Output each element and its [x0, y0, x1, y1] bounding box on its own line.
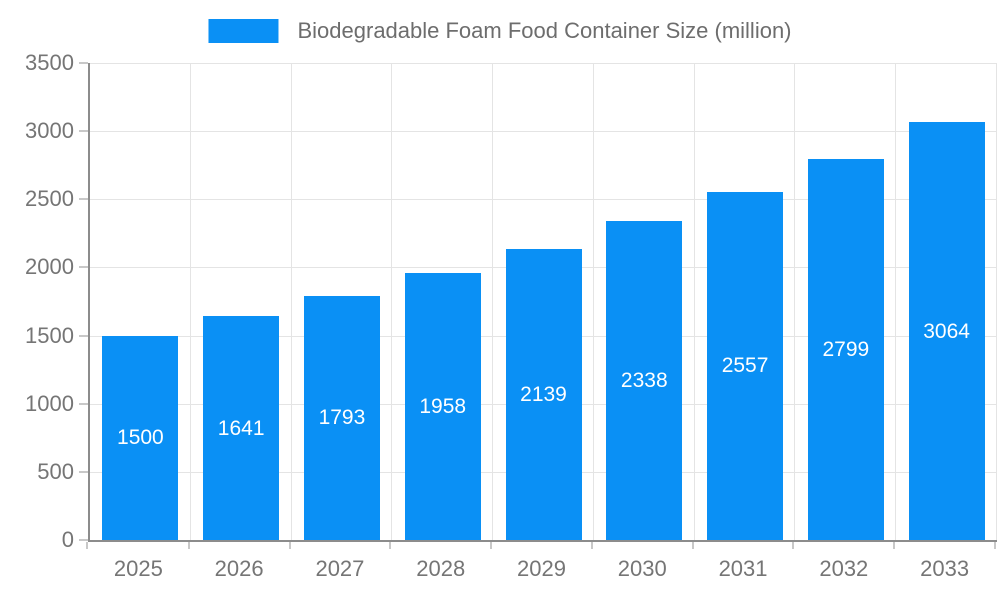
- gridline-vertical: [693, 63, 695, 540]
- bar-value-label: 1641: [217, 416, 265, 440]
- bar: 2139: [505, 248, 582, 540]
- x-axis-label: 2033: [920, 556, 970, 581]
- x-axis-tick: [994, 542, 996, 549]
- bar: 1793: [303, 295, 380, 540]
- bar-value-label: 1958: [419, 395, 467, 419]
- y-axis-tick: [79, 470, 88, 473]
- legend-label: Biodegradable Foam Food Container Size (…: [297, 18, 792, 43]
- x-axis-tick: [893, 542, 896, 549]
- x-axis-tick: [288, 542, 291, 549]
- gridline-vertical: [794, 63, 796, 540]
- plot-area: 1500 1641 1793 1958 2139 2338 2557 2799 3064: [88, 63, 997, 542]
- x-axis-label: 2032: [819, 556, 869, 581]
- x-axis-tick: [187, 542, 190, 549]
- x-axis-tick: [389, 542, 392, 549]
- y-axis-tick: [79, 198, 88, 201]
- bar: 3064: [908, 122, 985, 540]
- x-axis-label: 2031: [718, 556, 768, 581]
- gridline-vertical: [290, 63, 292, 540]
- bar: 2338: [606, 221, 683, 540]
- bar: 1500: [102, 335, 179, 540]
- bar-value-label: 2139: [520, 382, 567, 406]
- x-axis-tick: [86, 542, 88, 549]
- bar: 1958: [404, 273, 481, 540]
- y-axis-tick: [79, 334, 88, 337]
- x-axis-label: 2030: [617, 556, 667, 581]
- y-axis-label: 2000: [25, 254, 74, 280]
- gridline-vertical: [895, 63, 897, 540]
- y-axis-tick: [79, 266, 88, 269]
- bar: 2557: [707, 191, 784, 540]
- bar-value-label: 1793: [318, 406, 366, 430]
- x-axis-label: 2029: [517, 556, 566, 581]
- bar: 1641: [203, 316, 280, 540]
- x-axis-label: 2027: [315, 556, 365, 581]
- y-axis-label: 0: [61, 527, 74, 552]
- gridline-horizontal: [90, 63, 997, 64]
- gridline-horizontal: [90, 199, 997, 201]
- y-axis-label: 3000: [25, 118, 74, 144]
- x-axis-tick: [590, 542, 593, 549]
- gridline-vertical: [189, 63, 191, 540]
- y-axis-label: 2500: [25, 186, 74, 212]
- bar-value-label: 2338: [620, 369, 668, 393]
- bar-value-label: 3064: [923, 319, 970, 343]
- x-axis-label: 2026: [214, 556, 264, 581]
- chart-legend: Biodegradable Foam Food Container Size (…: [208, 18, 792, 43]
- y-axis-label: 3500: [25, 50, 74, 75]
- bar-value-label: 2799: [822, 337, 870, 361]
- x-axis-tick: [691, 542, 694, 549]
- gridline-vertical: [391, 63, 393, 540]
- y-axis-label: 1000: [25, 390, 74, 416]
- y-axis-tick: [79, 130, 88, 133]
- x-axis-label: 2025: [113, 556, 163, 581]
- gridline-vertical: [492, 63, 494, 540]
- gridline-horizontal: [90, 131, 997, 133]
- x-axis-label: 2028: [416, 556, 466, 581]
- y-axis-label: 1500: [25, 322, 74, 348]
- gridline-vertical: [996, 63, 997, 540]
- x-axis-tick: [792, 542, 795, 549]
- legend-color-swatch: [208, 19, 279, 43]
- y-axis-tick: [79, 402, 88, 405]
- y-axis-tick: [79, 62, 88, 64]
- bar-value-label: 1500: [117, 426, 164, 450]
- bar: 2799: [807, 158, 884, 540]
- gridline-vertical: [592, 63, 594, 540]
- y-axis-label: 500: [37, 458, 74, 484]
- bar-value-label: 2557: [721, 354, 769, 378]
- x-axis-tick: [490, 542, 493, 549]
- y-axis-tick: [79, 539, 88, 541]
